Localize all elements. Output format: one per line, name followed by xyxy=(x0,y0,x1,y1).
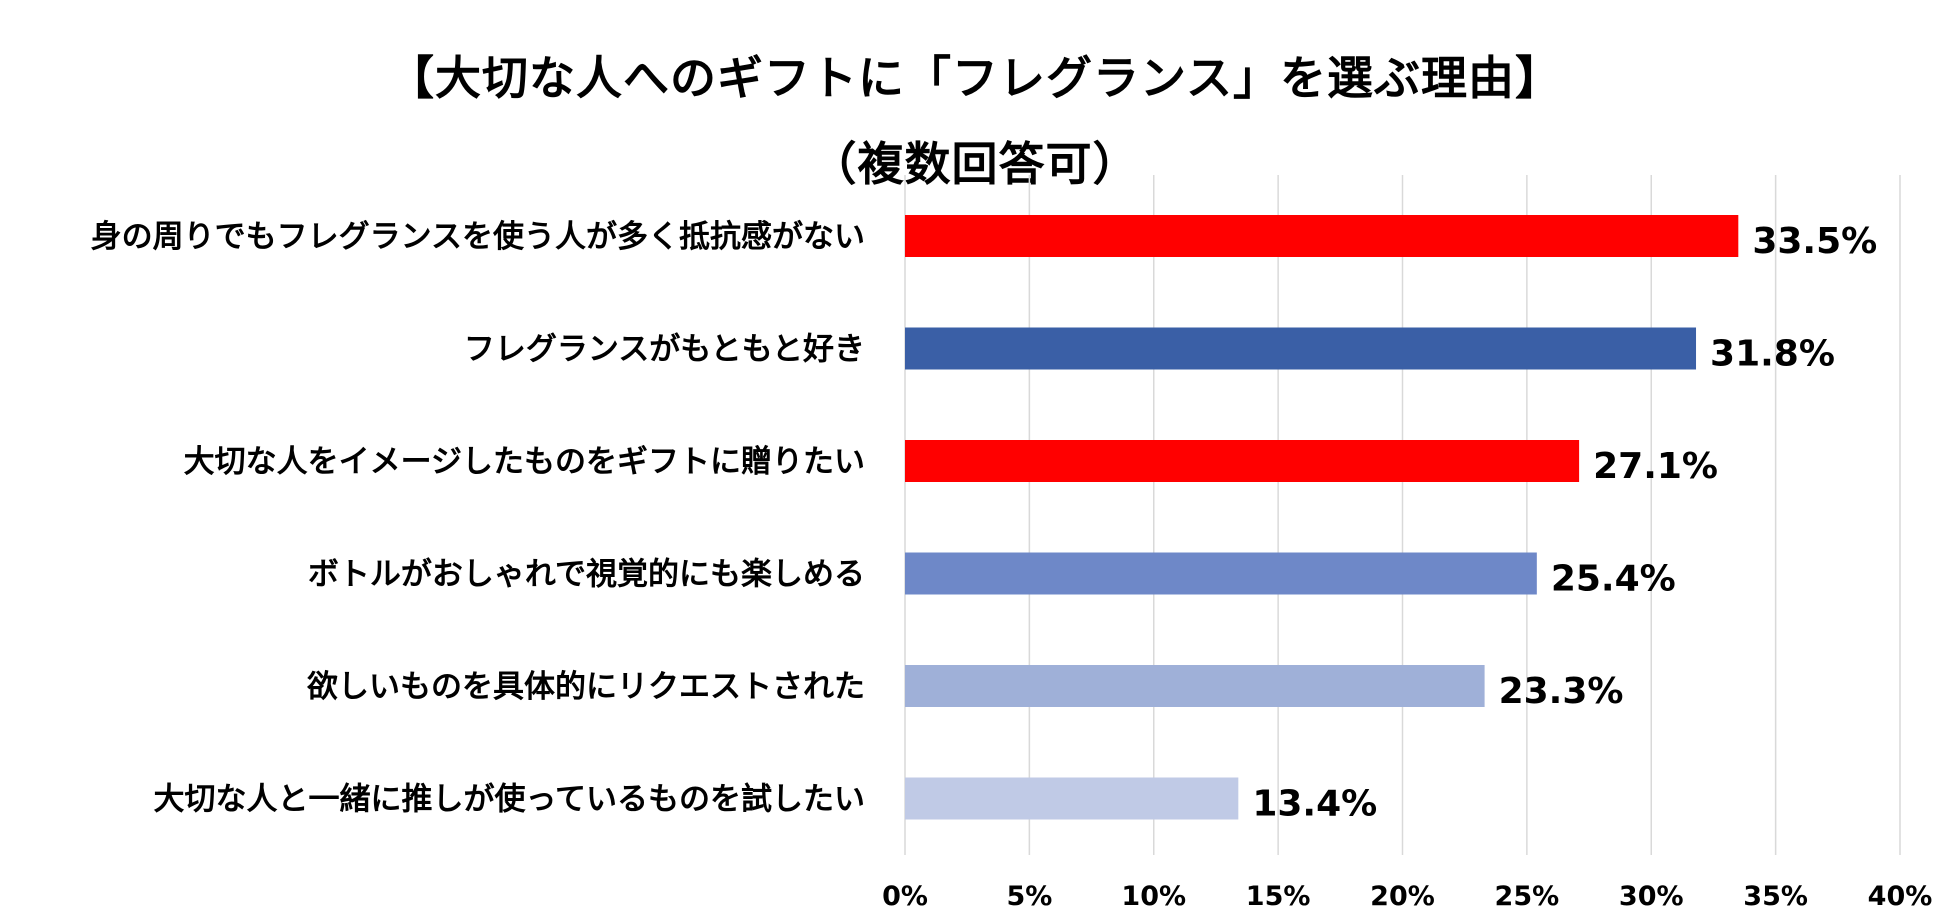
x-tick-label: 35% xyxy=(1743,881,1808,912)
category-label: ボトルがおしゃれで視覚的にも楽しめる xyxy=(308,557,865,593)
category-label: 大切な人をイメージしたものをギフトに贈りたい xyxy=(184,444,865,480)
x-tick-label: 25% xyxy=(1495,881,1560,912)
x-tick-label: 10% xyxy=(1121,881,1186,912)
category-label: 大切な人と一緒に推しが使っているものを試したい xyxy=(154,782,865,818)
x-tick-label: 30% xyxy=(1619,881,1684,912)
data-label: 31.8% xyxy=(1710,334,1835,375)
bar xyxy=(905,552,1537,595)
x-tick-label: 5% xyxy=(1006,881,1052,912)
category-label: 欲しいものを具体的にリクエストされた xyxy=(306,669,865,705)
x-tick-label: 0% xyxy=(882,881,928,912)
x-tick-label: 15% xyxy=(1246,881,1311,912)
chart-title: 【大切な人へのギフトに「フレグランス」を選ぶ理由】 xyxy=(387,51,1563,105)
bar xyxy=(905,777,1239,820)
bar xyxy=(905,215,1739,257)
data-label: 13.4% xyxy=(1252,784,1377,825)
data-label: 33.5% xyxy=(1752,221,1877,262)
data-label: 27.1% xyxy=(1593,446,1718,487)
x-tick-labels: 0% 5% 10% 15% 20% 25% 30% 35% 40% xyxy=(882,881,1932,912)
value-labels: 33.5% 31.8% 27.1% 25.4% 23.3% 13.4% xyxy=(1252,221,1877,825)
bar xyxy=(905,327,1697,370)
gridlines xyxy=(904,175,1901,855)
data-label: 25.4% xyxy=(1551,559,1676,600)
chart-subtitle: （複数回答可） xyxy=(810,137,1140,191)
data-label: 23.3% xyxy=(1499,671,1624,712)
category-label: フレグランスがもともと好き xyxy=(464,332,865,368)
category-labels: 身の周りでもフレグランスを使う人が多く抵抗感がないフレグランスがもともと好き大切… xyxy=(91,219,865,818)
bar xyxy=(905,440,1580,482)
bars xyxy=(905,215,1739,820)
x-tick-label: 20% xyxy=(1370,881,1435,912)
bar xyxy=(905,665,1485,707)
x-tick-label: 40% xyxy=(1868,881,1933,912)
category-label: 身の周りでもフレグランスを使う人が多く抵抗感がない xyxy=(91,219,865,255)
